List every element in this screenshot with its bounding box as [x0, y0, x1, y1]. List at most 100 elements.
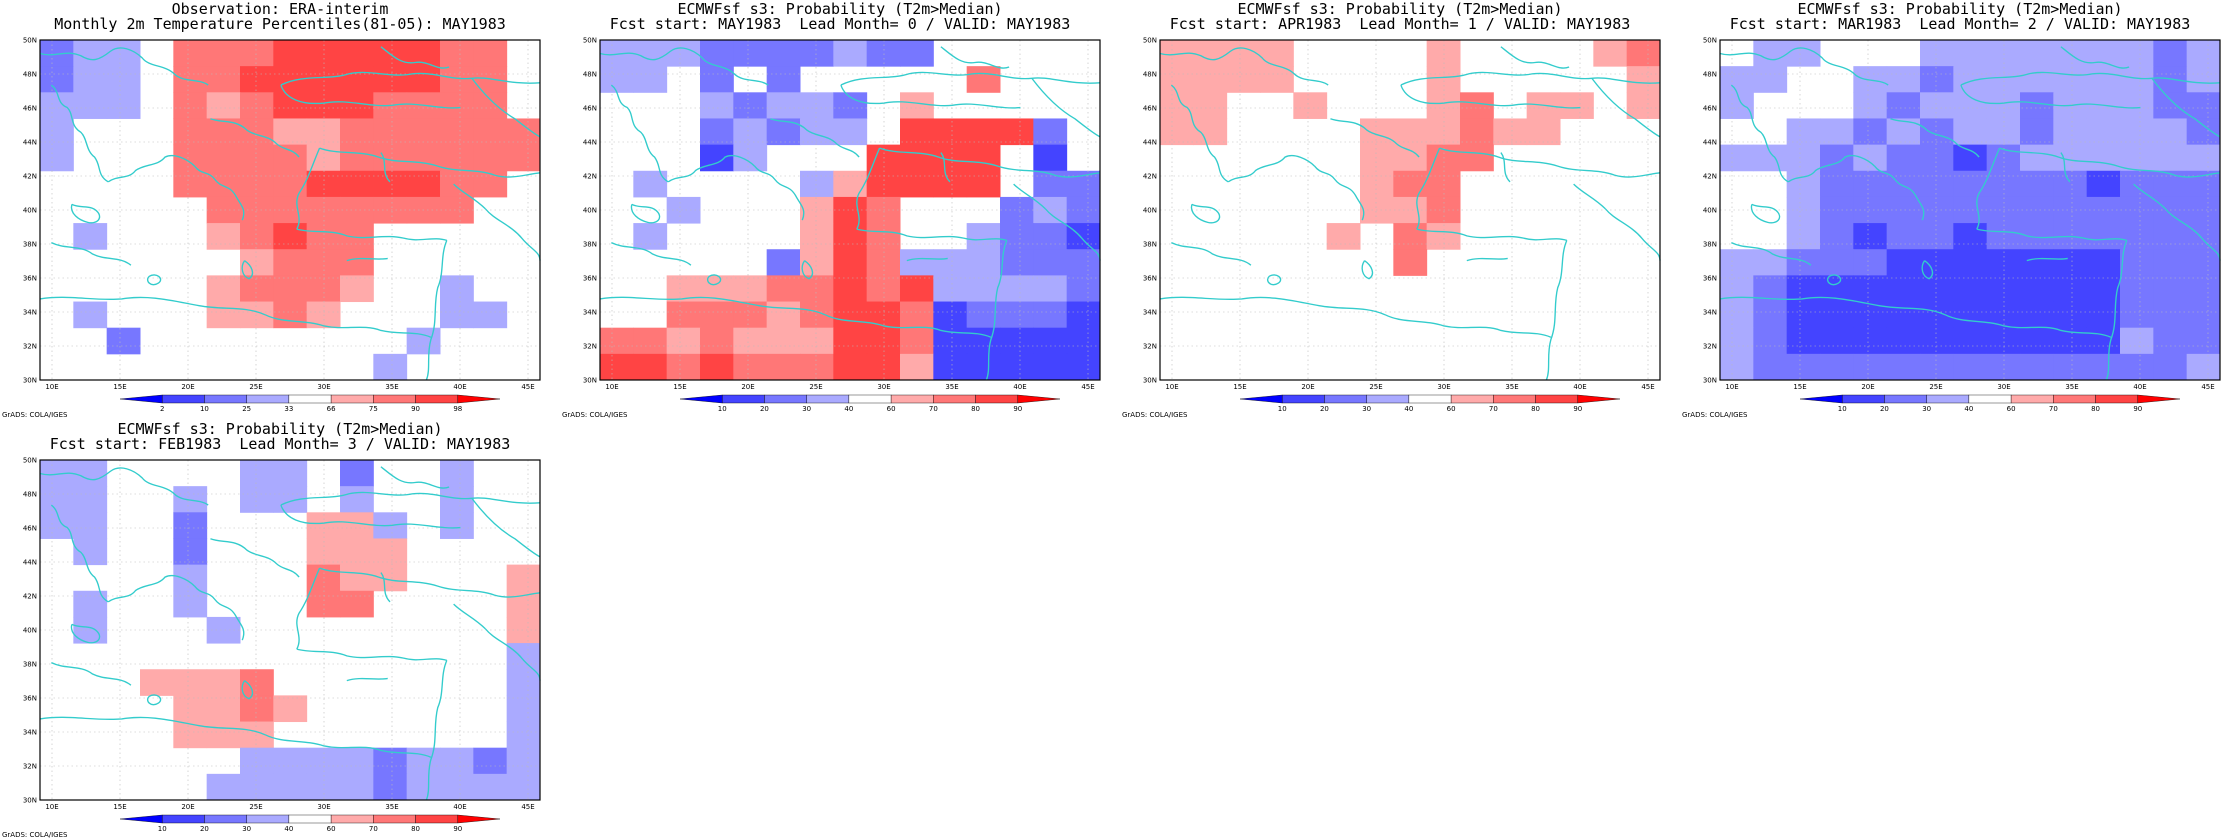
grid-cell	[1393, 223, 1428, 250]
grid-cell	[1986, 92, 2021, 119]
lat-label: 34N	[23, 729, 37, 737]
grid-cell	[1033, 144, 1068, 172]
grid-cell	[966, 66, 1001, 93]
grid-cell	[1786, 327, 1821, 355]
colorbar-segment	[1239, 394, 1283, 404]
grid-cell	[2120, 301, 2154, 329]
grid-cell	[406, 118, 441, 146]
grid-cell	[1720, 353, 1754, 381]
grid-cell	[340, 460, 374, 487]
grid-cell	[2186, 144, 2221, 172]
grid-cell	[1193, 40, 1228, 67]
lat-label: 42N	[583, 173, 597, 181]
grid-cell	[340, 223, 374, 250]
colorbar-segment	[1842, 394, 1885, 404]
grid-cell	[2053, 275, 2088, 303]
grid-cell	[2153, 275, 2188, 303]
colorbar-segment	[933, 394, 976, 404]
grid-cell	[2086, 275, 2121, 303]
grid-cell	[733, 118, 768, 146]
grid-cell	[1853, 170, 1888, 198]
grid-cell	[240, 275, 274, 303]
colorbar-segment	[1535, 394, 1578, 404]
grid-cell	[666, 353, 701, 381]
grid-cell	[900, 327, 934, 355]
grid-cell	[2020, 144, 2054, 172]
grid-cell	[2086, 118, 2121, 146]
grid-cell	[1720, 92, 1754, 119]
lon-label: 45E	[521, 383, 534, 391]
lon-label: 10E	[1725, 383, 1738, 391]
grid-cell	[2120, 170, 2154, 198]
panel-lead-3: ECMWFsf s3: Probability (T2m>Median) Fcs…	[0, 420, 560, 840]
lat-label: 34N	[23, 309, 37, 317]
grid-cell	[833, 249, 868, 276]
grid-cell	[2053, 353, 2088, 381]
grid-cell	[800, 223, 834, 250]
grid-cell	[206, 275, 241, 303]
grid-cell	[1986, 249, 2021, 276]
grid-cell	[506, 144, 541, 172]
colorbar-label: 20	[760, 405, 769, 413]
lon-label: 45E	[1081, 383, 1094, 391]
grid-cell	[340, 249, 374, 276]
grid-cell	[340, 40, 374, 67]
colorbar-label: 10	[1838, 405, 1847, 413]
grid-cell	[273, 249, 308, 276]
grid-cell	[206, 144, 241, 172]
colorbar-segment	[2137, 394, 2181, 404]
grid-cell	[2186, 40, 2221, 67]
grid-cell	[1886, 92, 1921, 119]
grid-cell	[2186, 327, 2221, 355]
grid-cell	[273, 695, 308, 723]
grid-cell	[733, 40, 768, 67]
grid-cell	[1953, 353, 1988, 381]
lat-label: 34N	[1143, 309, 1157, 317]
grid-cell	[1326, 223, 1361, 250]
grid-cell	[2153, 144, 2188, 172]
grid-cell	[1820, 118, 1854, 146]
grid-cell	[406, 144, 441, 172]
grid-cell	[240, 170, 274, 198]
lat-label: 44N	[583, 139, 597, 147]
grid-cell	[1066, 275, 1101, 303]
lat-label: 50N	[23, 37, 37, 45]
grid-cell	[1393, 170, 1428, 198]
grid-cell	[800, 118, 834, 146]
grid-cell	[1920, 66, 1954, 93]
grid-cell	[833, 353, 868, 381]
grid-cell	[306, 66, 341, 93]
grid-cell	[206, 118, 241, 146]
grid-cell	[2120, 275, 2154, 303]
grid-cell	[933, 170, 968, 198]
grid-cell	[173, 170, 208, 198]
grid-cell	[700, 327, 734, 355]
grid-cell	[173, 92, 208, 119]
grid-cell	[2020, 223, 2054, 250]
grid-cell	[1920, 223, 1954, 250]
grid-cell	[1626, 92, 1661, 119]
grid-cell	[1820, 249, 1854, 276]
grid-cell	[1820, 144, 1854, 172]
grid-cell	[1986, 223, 2021, 250]
lon-label: 40E	[453, 383, 466, 391]
lat-label: 32N	[23, 763, 37, 771]
grid-cell	[506, 721, 541, 749]
map-lead-1: 50N 48N 46N 44N 42N 40N 38N 36N 34N 32N 30N 10E 15E 2…	[1143, 37, 1661, 413]
grid-cell	[1393, 249, 1428, 276]
lat-label: 48N	[1703, 71, 1717, 79]
grid-cell	[1886, 118, 1921, 146]
grid-cell	[700, 66, 734, 93]
grid-cell	[340, 275, 374, 303]
grid-cell	[373, 353, 408, 381]
grid-cell	[240, 40, 274, 67]
grid-cell	[240, 118, 274, 146]
grid-cell	[73, 460, 108, 487]
colorbar-label: 40	[1964, 405, 1973, 413]
grid-cell	[2153, 170, 2188, 198]
colorbar-segment	[1017, 394, 1061, 404]
grid-cell	[666, 327, 701, 355]
lat-label: 50N	[1703, 37, 1717, 45]
grid-cell	[306, 590, 341, 618]
grid-cell	[1753, 353, 1788, 381]
